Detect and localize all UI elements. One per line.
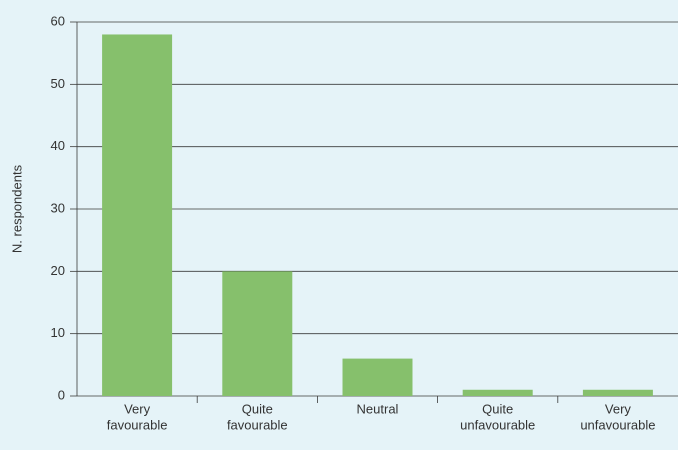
x-tick-label: unfavourable: [460, 417, 535, 432]
y-tick-label: 10: [51, 325, 65, 340]
x-tick-label: unfavourable: [580, 417, 655, 432]
y-tick-label: 0: [58, 387, 65, 402]
y-tick-label: 50: [51, 76, 65, 91]
x-tick-label: Very: [605, 401, 632, 416]
x-tick-label: favourable: [107, 417, 168, 432]
bar: [462, 389, 533, 396]
x-tick-label: favourable: [227, 417, 288, 432]
bar: [222, 271, 293, 396]
bar: [582, 389, 653, 396]
y-tick-label: 40: [51, 138, 65, 153]
y-tick-label: 60: [51, 13, 65, 28]
x-tick-label: Quite: [242, 401, 273, 416]
x-tick-label: Very: [124, 401, 151, 416]
bar: [342, 358, 413, 396]
bar: [102, 34, 173, 396]
y-axis-label: N. respondents: [9, 164, 24, 253]
x-tick-label: Quite: [482, 401, 513, 416]
y-tick-label: 30: [51, 200, 65, 215]
y-tick-label: 20: [51, 263, 65, 278]
x-tick-label: Neutral: [357, 401, 399, 416]
